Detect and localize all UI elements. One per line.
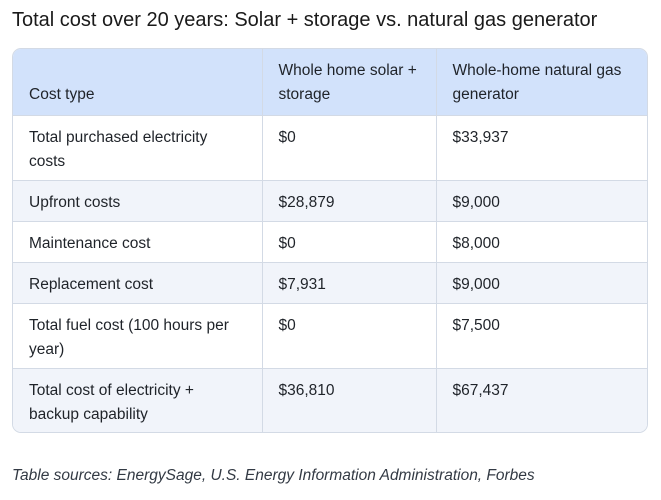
table-row: Total cost of electricity + backup capab… <box>13 368 647 432</box>
header-gas-generator: Whole-home natural gas generator <box>435 49 647 116</box>
cost-comparison-table: Cost type Whole home solar + storage Who… <box>12 48 648 433</box>
solar-value: $0 <box>261 221 436 263</box>
header-cost-type: Cost type <box>29 86 95 103</box>
table-header-row: Cost type Whole home solar + storage Who… <box>13 49 647 116</box>
row-label: Replacement cost <box>29 276 154 293</box>
table-row: Total fuel cost (100 hours per year) $0 … <box>13 303 647 369</box>
table-sources-note: Table sources: EnergySage, U.S. Energy I… <box>12 467 535 484</box>
gas-value: $67,437 <box>435 368 647 432</box>
row-label: Total cost of electricity + backup capab… <box>29 382 194 423</box>
gas-value: $7,500 <box>435 303 647 369</box>
row-label: Total purchased electricity costs <box>29 129 208 170</box>
row-label: Upfront costs <box>29 194 121 211</box>
solar-value: $28,879 <box>261 180 436 222</box>
gas-value: $9,000 <box>435 262 647 304</box>
solar-value: $0 <box>261 115 436 181</box>
solar-value: $36,810 <box>261 368 436 432</box>
table-row: Total purchased electricity costs $0 $33… <box>13 115 647 181</box>
table-title: Total cost over 20 years: Solar + storag… <box>12 9 598 31</box>
solar-value: $0 <box>261 303 436 369</box>
gas-value: $8,000 <box>435 221 647 263</box>
header-solar-storage: Whole home solar + storage <box>261 49 436 116</box>
table-row: Replacement cost $7,931 $9,000 <box>13 262 647 304</box>
row-label: Maintenance cost <box>29 235 151 252</box>
solar-value: $7,931 <box>261 262 436 304</box>
table-row: Upfront costs $28,879 $9,000 <box>13 180 647 222</box>
gas-value: $33,937 <box>435 115 647 181</box>
row-label: Total fuel cost (100 hours per year) <box>29 317 229 358</box>
table-row: Maintenance cost $0 $8,000 <box>13 221 647 263</box>
gas-value: $9,000 <box>435 180 647 222</box>
